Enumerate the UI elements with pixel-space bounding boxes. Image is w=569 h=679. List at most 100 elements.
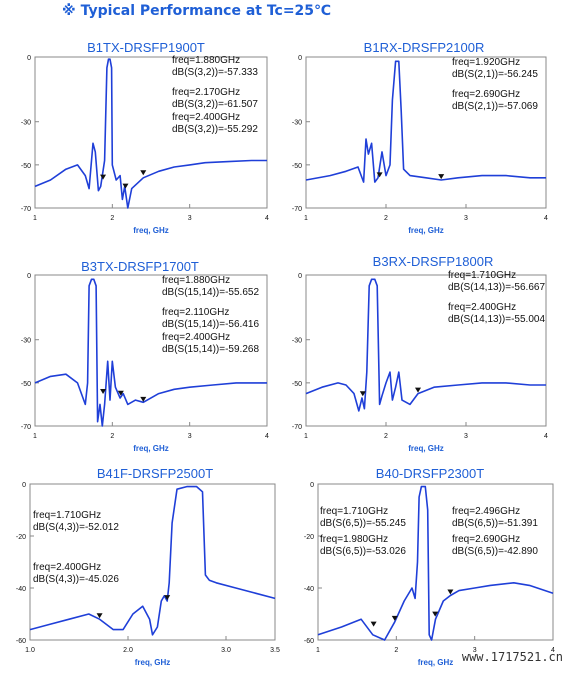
x-tick-label: 3.5 (270, 647, 280, 654)
marker-readout: dB(S(15,14))=-59.268 (162, 344, 259, 355)
chart-4: B3RX-DRSFP1800R 0 -30 -50 -701 2 3 4 freq, GHz fr… (292, 254, 548, 453)
marker-readout: dB(S(14,13))=-56.667 (448, 282, 545, 293)
y-tick-label: 0 (298, 273, 302, 280)
marker-readout: dB(S(4,3))=-52.012 (33, 522, 119, 533)
series-line (34, 58, 267, 209)
marker-readout: freq=2.170GHz (172, 87, 240, 98)
series-line (317, 485, 554, 641)
marker-readout: freq=2.110GHz (162, 307, 229, 318)
chart-5: B41F-DRSFP2500T 0 -20 -40 -60 1.0 2.0 3.0 3.5 fre… (16, 466, 280, 667)
marker-triangle (376, 172, 383, 178)
x-axis-label: freq, GHz (135, 658, 171, 667)
marker-triangle (100, 174, 107, 180)
marker-triangle (432, 611, 439, 617)
x-axis-label: freq, GHz (133, 226, 169, 235)
marker-triangle (415, 387, 421, 393)
y-tick-label: -30 (292, 120, 302, 127)
marker-triangle (117, 390, 124, 396)
marker-readout: dB(S(15,14))=-56.416 (162, 319, 259, 330)
x-tick-label: 2.0 (123, 647, 133, 654)
plot-frame (317, 483, 554, 641)
marker-triangle (447, 589, 454, 595)
chart-title: B1RX-DRSFP2100R (364, 40, 485, 55)
marker-readout: dB(S(4,3))=-45.026 (33, 574, 119, 585)
y-tick-label: -20 (16, 534, 26, 541)
y-tick-label: -30 (292, 338, 302, 345)
x-axis-label: freq, GHz (408, 444, 444, 453)
x-tick-label: 2 (384, 215, 388, 222)
y-tick-label: -50 (21, 381, 31, 388)
marker-readout: dB(S(14,13))=-55.004 (448, 314, 545, 325)
x-tick-label: 1 (304, 433, 308, 440)
y-tick-label: -60 (304, 638, 314, 645)
x-tick-label: 2 (384, 433, 388, 440)
page-header: ※ Typical Performance at Tc=25℃ (62, 3, 331, 19)
page-title: Typical Performance at Tc=25℃ (80, 3, 331, 19)
marker-triangle (164, 595, 171, 601)
y-tick-label: -70 (292, 206, 302, 213)
chart-title: B3RX-DRSFP1800R (373, 254, 494, 269)
x-tick-label: 2 (394, 647, 398, 654)
plot-frame (34, 56, 268, 209)
watermark: www.1717521.cn (461, 650, 563, 664)
x-tick-label: 3 (188, 433, 192, 440)
x-tick-label: 1 (316, 647, 320, 654)
y-tick-label: -50 (21, 163, 31, 170)
y-tick-label: 0 (22, 482, 26, 489)
chart-title: B41F-DRSFP2500T (97, 466, 213, 481)
x-tick-label: 3 (473, 647, 477, 654)
marker-readout: freq=1.880GHz (172, 55, 240, 66)
marker-readout: dB(S(6,5))=-53.026 (320, 546, 406, 557)
reference-mark: ※ (62, 3, 76, 19)
marker-readout: freq=2.400GHz (162, 332, 230, 343)
marker-readout: dB(S(3,2))=-55.292 (172, 124, 258, 135)
y-tick-label: -70 (21, 206, 31, 213)
x-tick-label: 4 (544, 433, 548, 440)
y-tick-label: -60 (16, 638, 26, 645)
series-line (34, 278, 267, 427)
marker-readout: freq=1.980GHz (320, 534, 388, 545)
y-tick-label: -40 (16, 586, 26, 593)
marker-readout: dB(S(15,14))=-55.652 (162, 287, 259, 298)
marker-triangle (391, 615, 398, 621)
y-tick-label: -30 (21, 338, 31, 345)
y-tick-label: -20 (304, 534, 314, 541)
x-tick-label: 1 (304, 215, 308, 222)
y-tick-label: -50 (292, 381, 302, 388)
marker-readout: freq=1.880GHz (162, 275, 230, 286)
x-tick-label: 3 (188, 215, 192, 222)
chart-6: B40-DRSFP2300T 0 -20 -40 -601 2 3 4 freq, GHz fre… (304, 466, 555, 667)
x-tick-label: 4 (544, 215, 548, 222)
marker-readout: dB(S(6,5))=-42.890 (452, 546, 538, 557)
chart-title: B40-DRSFP2300T (376, 466, 484, 481)
marker-triangle (100, 389, 107, 395)
marker-readout: freq=1.710GHz (448, 270, 516, 281)
marker-readout: freq=2.400GHz (33, 562, 101, 573)
marker-readout: dB(S(2,1))=-57.069 (452, 101, 538, 112)
marker-readout: dB(S(3,2))=-57.333 (172, 67, 258, 78)
y-tick-label: -70 (21, 424, 31, 431)
x-tick-label: 4 (551, 647, 555, 654)
x-tick-label: 1 (33, 215, 37, 222)
series-line (29, 485, 276, 636)
y-tick-label: 0 (310, 482, 314, 489)
plot-frame (34, 274, 268, 427)
marker-readout: dB(S(3,2))=-61.507 (172, 99, 258, 110)
marker-readout: dB(S(2,1))=-56.245 (452, 69, 538, 80)
chart-3: B3TX-DRSFP1700T 0 -30 -50 -701 2 3 4 freq, GHz fr… (21, 259, 269, 453)
marker-triangle (96, 613, 103, 619)
x-tick-label: 2 (110, 433, 114, 440)
y-tick-label: 0 (27, 273, 31, 280)
marker-triangle (140, 396, 147, 402)
y-tick-label: 0 (298, 55, 302, 62)
x-axis-label: freq, GHz (133, 444, 169, 453)
marker-readout: freq=2.400GHz (172, 112, 240, 123)
x-tick-label: 3 (464, 215, 468, 222)
x-tick-label: 4 (265, 433, 269, 440)
marker-readout: dB(S(6,5))=-55.245 (320, 518, 406, 529)
chart-title: B3TX-DRSFP1700T (81, 259, 199, 274)
marker-readout: freq=1.710GHz (320, 506, 388, 517)
x-tick-label: 1.0 (25, 647, 35, 654)
marker-readout: dB(S(6,5))=-51.391 (452, 518, 538, 529)
